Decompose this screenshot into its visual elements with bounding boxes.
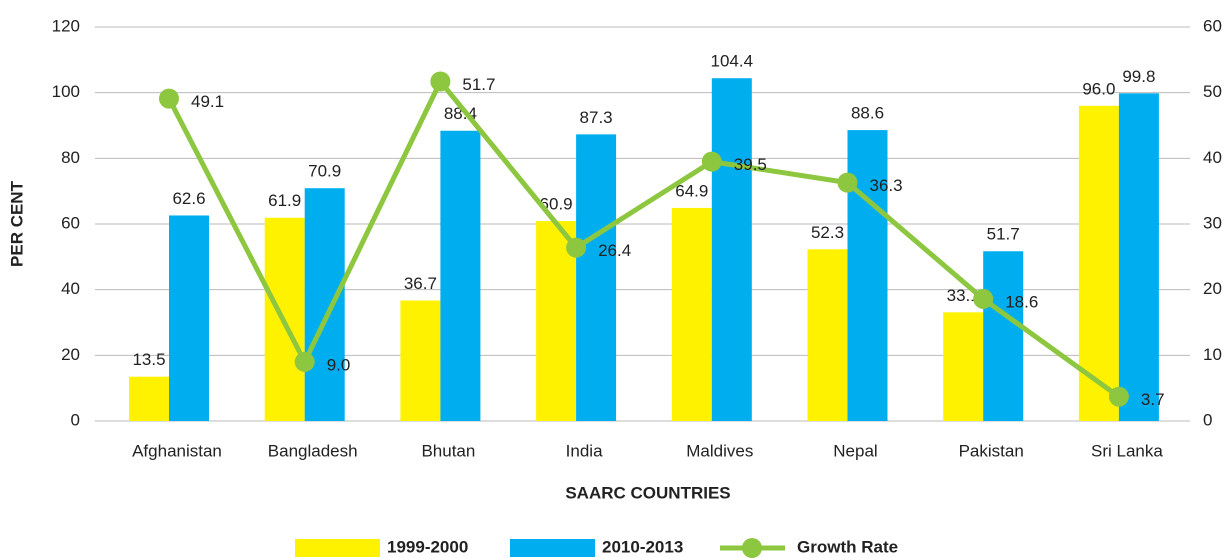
- x-tick-label: Nepal: [833, 441, 877, 460]
- line-point: [1108, 386, 1129, 407]
- x-tick-label: Bhutan: [421, 441, 475, 460]
- x-tick-label: Bangladesh: [268, 441, 358, 460]
- line-point: [430, 71, 451, 92]
- line-point: [837, 172, 858, 193]
- y2-tick-label: 60: [1203, 16, 1222, 35]
- line-point: [566, 237, 587, 258]
- legend-label: Growth Rate: [797, 537, 898, 556]
- bar: [671, 207, 712, 421]
- data-label: 26.4: [598, 241, 631, 260]
- bar: [400, 300, 441, 421]
- data-label: 52.3: [811, 223, 844, 242]
- y2-tick-label: 0: [1203, 410, 1212, 429]
- line-point: [701, 151, 722, 172]
- bar: [807, 249, 848, 421]
- bar: [943, 312, 984, 421]
- bar: [711, 78, 752, 421]
- legend-label: 1999-2000: [387, 537, 468, 556]
- data-label: 18.6: [1005, 292, 1038, 311]
- data-label: 39.5: [734, 155, 767, 174]
- data-label: 104.4: [711, 52, 754, 71]
- data-label: 70.9: [308, 162, 341, 181]
- x-tick-label: Maldives: [686, 441, 753, 460]
- data-label: 49.1: [191, 92, 224, 111]
- data-label: 51.7: [987, 225, 1020, 244]
- y2-tick-label: 20: [1203, 279, 1222, 298]
- data-label: 96.0: [1082, 79, 1115, 98]
- data-label: 36.3: [870, 176, 903, 195]
- data-label: 13.5: [132, 350, 165, 369]
- data-label: 60.9: [540, 195, 573, 214]
- data-label: 51.7: [462, 75, 495, 94]
- y-tick-label: 20: [61, 345, 80, 364]
- y-tick-label: 60: [61, 213, 80, 232]
- data-label: 9.0: [327, 355, 351, 374]
- y-tick-label: 100: [52, 82, 80, 101]
- y-tick-label: 120: [52, 16, 80, 35]
- x-axis-title: SAARC COUNTRIES: [565, 483, 730, 502]
- bar: [169, 215, 209, 421]
- line: [166, 76, 1121, 399]
- y2-tick-label: 50: [1203, 82, 1222, 101]
- y-axis-title: PER CENT: [7, 180, 26, 267]
- bar: [440, 130, 481, 421]
- y2-tick-label: 10: [1203, 345, 1222, 364]
- y-tick-label: 40: [61, 279, 80, 298]
- bar: [847, 130, 888, 421]
- x-tick-label: Pakistan: [959, 441, 1024, 460]
- data-label: 61.9: [268, 191, 301, 210]
- legend-swatch: [742, 538, 762, 558]
- data-label: 99.8: [1122, 67, 1155, 86]
- line-point: [159, 88, 179, 109]
- bar: [129, 376, 169, 421]
- bar: [304, 188, 345, 421]
- legend-swatch: [295, 539, 380, 557]
- bar: [1078, 105, 1119, 422]
- bar: [983, 251, 1024, 421]
- data-label: 87.3: [580, 108, 613, 127]
- line-point: [973, 288, 994, 309]
- data-label: 3.7: [1141, 390, 1165, 409]
- x-tick-label: Afghanistan: [132, 441, 222, 460]
- line-point: [294, 351, 315, 372]
- x-tick-label: India: [566, 441, 603, 460]
- y-tick-label: 0: [71, 410, 80, 429]
- y2-tick-label: 30: [1203, 213, 1222, 232]
- data-label: 64.9: [675, 181, 708, 200]
- y-tick-label: 80: [61, 148, 80, 167]
- x-tick-label: Sri Lanka: [1091, 441, 1163, 460]
- y2-tick-label: 40: [1203, 148, 1222, 167]
- legend-label: 2010-2013: [602, 537, 683, 556]
- data-label: 88.6: [851, 104, 884, 123]
- bar: [1118, 93, 1159, 421]
- legend-swatch: [510, 539, 595, 557]
- bar: [576, 134, 617, 422]
- data-label: 36.7: [404, 274, 437, 293]
- data-label: 62.6: [172, 189, 205, 208]
